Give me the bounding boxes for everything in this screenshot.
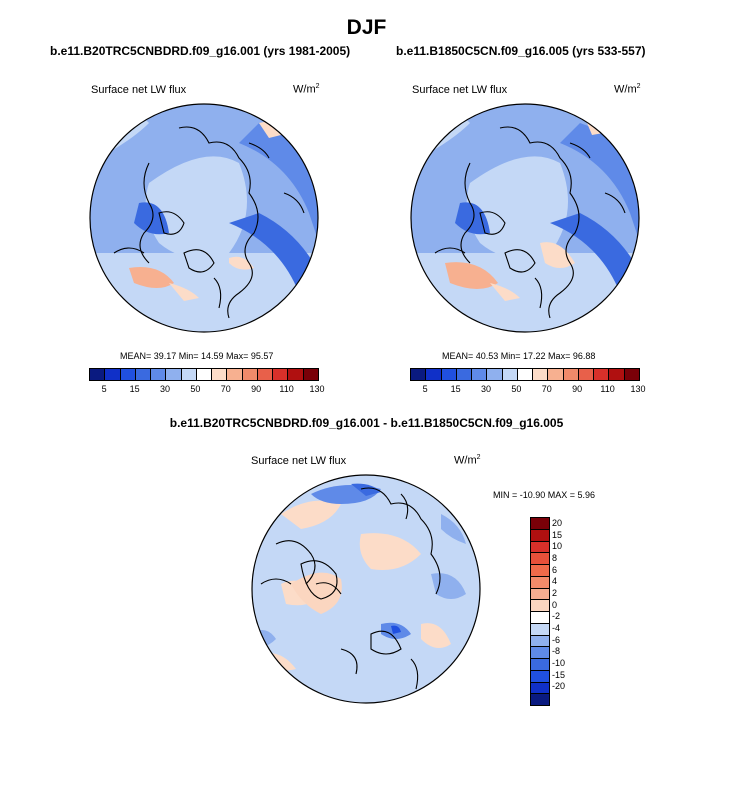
colorbar-label: -2 <box>552 611 561 622</box>
colorbar-swatch <box>441 369 457 380</box>
colorbar-swatch <box>90 369 106 380</box>
colorbar-swatch <box>288 369 304 380</box>
colorbar-swatch <box>531 529 549 542</box>
page-title: DJF <box>346 16 387 39</box>
colorbar-label: 50 <box>190 384 201 394</box>
panel-2-stats: MEAN= 40.53 Min= 17.22 Max= 96.88 <box>442 351 596 361</box>
panel-2-polar-map <box>410 103 640 333</box>
colorbar-swatch <box>531 541 549 554</box>
colorbar-swatch <box>151 369 167 380</box>
colorbar-label: -4 <box>552 623 561 634</box>
colorbar-swatch <box>531 518 549 530</box>
colorbar-swatch <box>531 576 549 589</box>
diff-colorbar-labels: 20 15 10 8 6 4 2 0 -2 -4 -6 -8 -10 -15 -20 <box>552 517 582 704</box>
colorbar-swatch <box>563 369 579 380</box>
panel-2-colorbar-labels: 5 15 30 50 70 90 110 130 <box>410 384 646 396</box>
panel-1-polar-map <box>89 103 319 333</box>
panel-1-colorbar <box>89 368 319 381</box>
colorbar-swatch <box>120 369 136 380</box>
colorbar-label: 8 <box>552 552 558 563</box>
diff-polar-map <box>251 474 481 704</box>
colorbar-swatch <box>578 369 595 380</box>
colorbar-swatch <box>227 369 243 380</box>
colorbar-label: 130 <box>630 384 646 394</box>
colorbar-swatch <box>135 369 152 380</box>
colorbar-label: -20 <box>552 681 566 692</box>
colorbar-swatch <box>472 369 488 380</box>
colorbar-swatch <box>531 670 549 683</box>
colorbar-swatch <box>212 369 228 380</box>
colorbar-label: 0 <box>552 599 558 610</box>
colorbar-swatch <box>531 588 549 601</box>
colorbar-label: 5 <box>422 384 428 394</box>
colorbar-swatch <box>517 369 534 380</box>
colorbar-swatch <box>594 369 610 380</box>
colorbar-label: 110 <box>279 384 294 394</box>
colorbar-swatch <box>533 369 549 380</box>
colorbar-swatch <box>411 369 427 380</box>
panel-1-colorbar-labels: 5 15 30 50 70 90 110 130 <box>89 384 325 396</box>
colorbar-label: 70 <box>541 384 552 394</box>
colorbar-label: 20 <box>552 517 563 528</box>
colorbar-label: 70 <box>220 384 231 394</box>
panel-1-title: b.e11.B20TRC5CNBDRD.f09_g16.001 (yrs 198… <box>50 44 351 58</box>
colorbar-label: 30 <box>159 384 171 394</box>
colorbar-label: 5 <box>101 384 107 394</box>
diff-panel-stats: MIN = -10.90 MAX = 5.96 <box>493 490 596 500</box>
diff-colorbar <box>530 517 550 706</box>
panel-2-colorbar <box>410 368 640 381</box>
colorbar-label: -8 <box>552 646 561 657</box>
colorbar-label: 10 <box>552 541 563 552</box>
colorbar-label: 15 <box>129 384 140 394</box>
colorbar-label: -15 <box>552 669 566 680</box>
diff-panel-units: W/m2 <box>454 454 481 467</box>
colorbar-swatch <box>531 694 549 705</box>
colorbar-swatch <box>531 623 549 636</box>
colorbar-swatch <box>531 659 549 671</box>
colorbar-label: -6 <box>552 634 561 645</box>
panel-1-variable: Surface net LW flux <box>91 84 187 96</box>
diff-panel-variable: Surface net LW flux <box>251 455 347 467</box>
colorbar-swatch <box>531 647 549 659</box>
colorbar-swatch <box>624 369 639 380</box>
colorbar-label: 90 <box>251 384 262 394</box>
colorbar-label: 15 <box>450 384 461 394</box>
colorbar-label: 50 <box>511 384 522 394</box>
colorbar-swatch <box>531 635 549 648</box>
colorbar-label: 90 <box>572 384 583 394</box>
colorbar-swatch <box>426 369 442 380</box>
diff-panel-title: b.e11.B20TRC5CNBDRD.f09_g16.001 - b.e11.… <box>169 416 564 430</box>
colorbar-swatch <box>609 369 625 380</box>
colorbar-swatch <box>531 553 549 565</box>
colorbar-swatch <box>531 612 549 624</box>
colorbar-swatch <box>487 369 503 380</box>
colorbar-swatch <box>303 369 318 380</box>
colorbar-swatch <box>502 369 518 380</box>
panel-2-variable: Surface net LW flux <box>412 84 508 96</box>
colorbar-label: 15 <box>552 529 563 540</box>
colorbar-swatch <box>196 369 213 380</box>
panel-2-title: b.e11.B1850C5CN.f09_g16.005 (yrs 533-557… <box>396 44 646 58</box>
colorbar-swatch <box>242 369 258 380</box>
colorbar-swatch <box>531 600 549 612</box>
colorbar-swatch <box>257 369 274 380</box>
panel-1-units: W/m2 <box>293 83 320 96</box>
colorbar-swatch <box>105 369 121 380</box>
panel-1-stats: MEAN= 39.17 Min= 14.59 Max= 95.57 <box>120 351 274 361</box>
colorbar-label: 2 <box>552 587 558 598</box>
colorbar-swatch <box>531 565 549 577</box>
colorbar-label: 6 <box>552 564 558 575</box>
colorbar-swatch <box>548 369 564 380</box>
colorbar-swatch <box>531 682 549 695</box>
colorbar-swatch <box>273 369 289 380</box>
panel-2-units: W/m2 <box>614 83 641 96</box>
colorbar-label: 4 <box>552 576 558 587</box>
colorbar-label: 110 <box>600 384 615 394</box>
colorbar-swatch <box>181 369 197 380</box>
colorbar-label: -10 <box>552 658 566 669</box>
colorbar-swatch <box>456 369 473 380</box>
colorbar-label: 130 <box>309 384 325 394</box>
colorbar-swatch <box>166 369 182 380</box>
colorbar-label: 30 <box>480 384 492 394</box>
